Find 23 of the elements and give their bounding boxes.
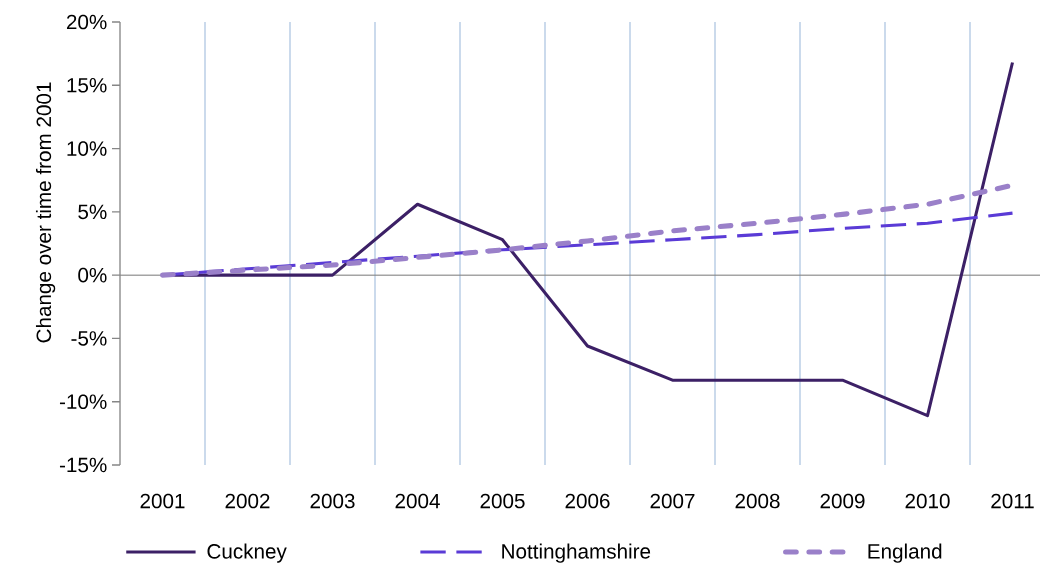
x-tick-label: 2005 (480, 493, 525, 509)
y-tick-label: 15% (67, 78, 107, 93)
legend-label: England (868, 543, 942, 563)
y-tick-label: -5% (71, 331, 107, 346)
x-tick-label: 2007 (650, 493, 695, 509)
legend-label: Cuckney (207, 543, 287, 563)
x-tick-label: 2001 (140, 493, 185, 509)
y-tick-label: 20% (66, 14, 107, 30)
y-tick-label: -15% (59, 457, 107, 473)
x-tick-label: 2003 (310, 493, 355, 509)
x-tick-label: 2010 (905, 493, 950, 509)
x-tick-label: 2004 (395, 493, 440, 509)
x-tick-label: 2011 (991, 493, 1034, 509)
y-tick-label: 5% (78, 204, 107, 220)
legend-label: Nottinghamshire (502, 543, 651, 563)
x-tick-label: 2002 (225, 493, 270, 509)
x-tick-label: 2006 (565, 493, 610, 509)
y-tick-label: -10% (59, 394, 107, 410)
x-tick-label: 2009 (820, 493, 865, 509)
y-axis-title: Change over time from 2001 (35, 82, 56, 343)
x-tick-label: 2008 (735, 493, 780, 509)
y-tick-label: 0% (78, 267, 107, 283)
y-tick-label: 10% (67, 141, 107, 156)
